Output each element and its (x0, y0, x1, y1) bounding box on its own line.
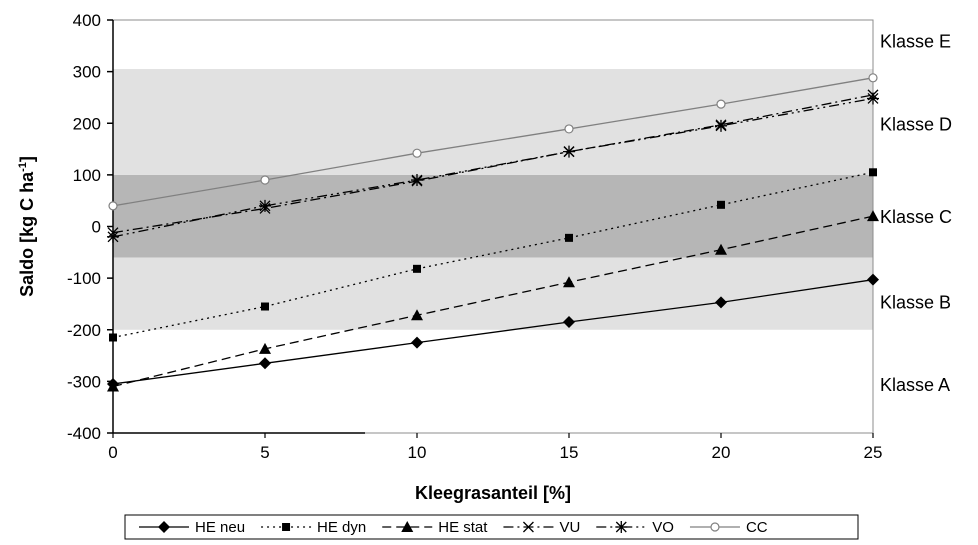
y-tick-label: 100 (73, 166, 101, 185)
x-axis: 0 5 10 15 20 25 (108, 432, 883, 462)
y-axis-title: Saldo [kg C ha-1] (17, 156, 37, 297)
legend-item: HE dyn (261, 519, 366, 536)
data-point (565, 233, 573, 242)
legend-label: CC (746, 519, 768, 536)
y-axis: -400 -300 -200 -100 0 100 200 300 400 (67, 11, 114, 443)
data-point (717, 200, 725, 209)
data-point (259, 357, 271, 370)
series-5 (108, 73, 878, 211)
series-layer (107, 73, 879, 392)
data-point (411, 336, 423, 349)
class-label: Klasse C (880, 207, 952, 227)
x-tick-label: 15 (560, 443, 579, 462)
data-point (715, 243, 727, 255)
series-line (112, 77, 874, 207)
data-point (715, 119, 727, 132)
legend-label: HE dyn (317, 519, 366, 536)
data-point (411, 309, 423, 321)
series-line (112, 215, 874, 388)
x-tick-label: 10 (408, 443, 427, 462)
class-bands (113, 69, 873, 330)
data-point (715, 296, 727, 309)
legend-item: VU (503, 519, 580, 536)
y-tick-label: 0 (92, 218, 101, 237)
class-label: Klasse E (880, 32, 951, 52)
legend: HE neu HE dyn HE stat VU VO CC (124, 514, 859, 540)
data-point (563, 276, 575, 288)
series-1 (109, 168, 877, 342)
data-point (411, 174, 423, 187)
data-point (107, 380, 119, 392)
legend-label: HE neu (195, 519, 245, 536)
x-tick-label: 5 (260, 443, 269, 462)
legend-item: HE stat (382, 519, 488, 536)
class-label: Klasse B (880, 292, 951, 312)
legend-label: VU (559, 519, 580, 536)
data-point (109, 333, 117, 342)
data-point (259, 342, 271, 354)
y-axis-title-superscript: -1 (17, 162, 29, 172)
data-point (108, 201, 118, 211)
legend-item: CC (689, 519, 768, 536)
data-point (412, 148, 422, 158)
data-point (261, 302, 269, 311)
y-tick-label: -400 (67, 424, 101, 443)
data-point (867, 210, 879, 222)
legend-item: VO (596, 519, 674, 536)
series-2 (107, 210, 879, 392)
band-1 (113, 174, 873, 258)
legend-label: HE stat (438, 519, 488, 536)
data-point (563, 145, 575, 158)
data-point (867, 273, 879, 286)
data-point (260, 175, 270, 185)
legend-item: HE neu (139, 519, 245, 536)
series-0 (107, 273, 879, 390)
series-4 (107, 92, 879, 243)
legend-label: VO (652, 519, 674, 536)
y-axis-title-main: Saldo [kg C ha (17, 171, 37, 297)
band-0 (113, 257, 873, 330)
y-axis-title-end: ] (17, 156, 37, 162)
y-tick-label: -300 (67, 372, 101, 391)
data-point (259, 199, 271, 212)
data-point (868, 73, 878, 83)
series-line (112, 279, 874, 385)
y-tick-label: -100 (67, 269, 101, 288)
class-label: Klasse A (880, 375, 950, 395)
x-tick-label: 20 (712, 443, 731, 462)
data-point (564, 124, 574, 134)
class-labels: Klasse E Klasse D Klasse C Klasse B Klasse A (880, 32, 952, 395)
data-point (107, 230, 119, 243)
data-point (413, 264, 421, 273)
series-line (112, 94, 874, 234)
series-line (112, 171, 874, 339)
class-label: Klasse D (880, 114, 952, 134)
legend-marker (401, 521, 414, 532)
legend-marker (710, 522, 720, 532)
legend-marker (282, 523, 291, 531)
band-2 (113, 69, 873, 175)
data-point (716, 99, 726, 109)
y-tick-label: 200 (73, 114, 101, 133)
legend-marker (522, 521, 534, 533)
x-tick-label: 0 (108, 443, 117, 462)
legend-marker (615, 521, 628, 533)
legend-marker (158, 521, 170, 533)
x-axis-title: Kleegrasanteil [%] (415, 483, 571, 503)
data-point (867, 92, 879, 105)
data-point (869, 168, 877, 177)
data-point (563, 316, 575, 329)
x-tick-label: 25 (864, 443, 883, 462)
y-tick-label: 300 (73, 63, 101, 82)
y-tick-label: 400 (73, 11, 101, 30)
y-tick-label: -200 (67, 321, 101, 340)
